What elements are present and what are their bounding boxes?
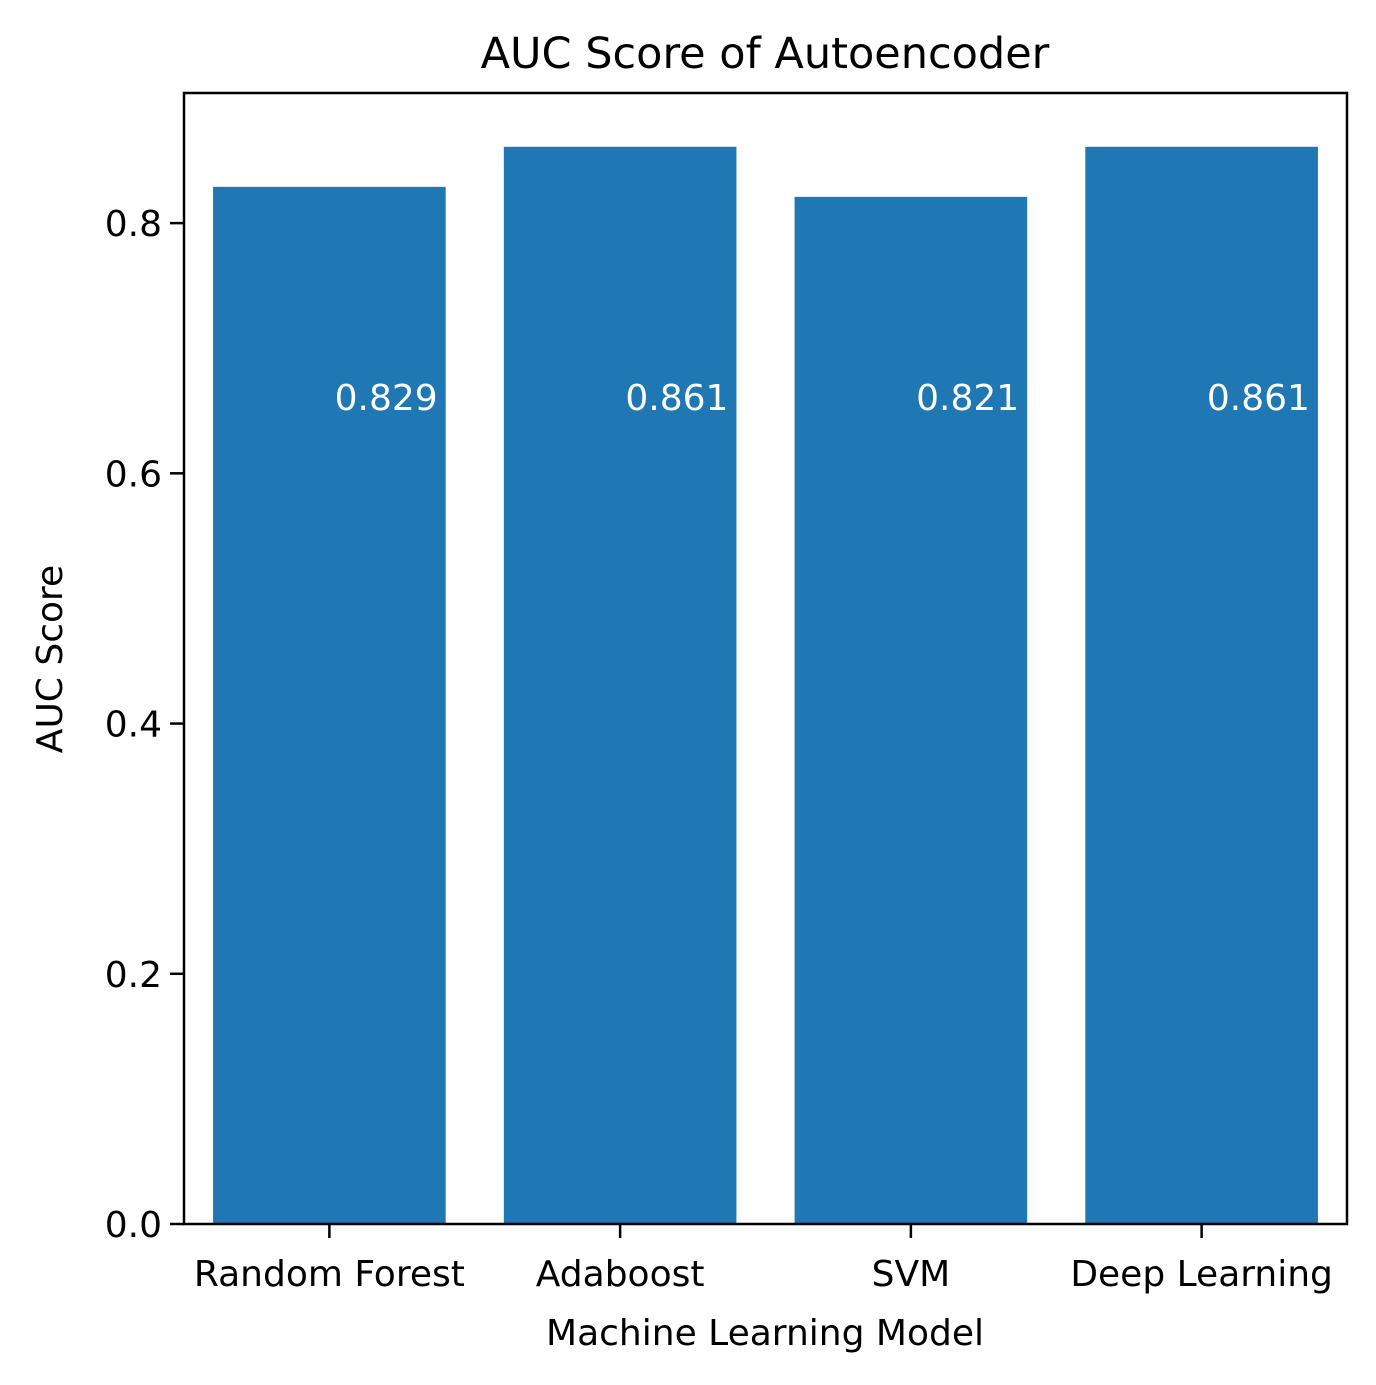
y-tick-label: 0.0 <box>105 1205 162 1246</box>
value-label: 0.829 <box>335 378 438 419</box>
plot-frame <box>182 91 1349 1226</box>
y-tick-label: 0.4 <box>105 705 162 746</box>
bar-svm <box>794 196 1028 1225</box>
x-axis: Random Forest Adaboost SVM Deep Learning <box>194 1224 1333 1295</box>
bar-deep-learning <box>1085 146 1318 1224</box>
y-tick-label: 0.8 <box>105 204 162 245</box>
value-label: 0.861 <box>1207 378 1310 419</box>
x-tick-label: Deep Learning <box>1070 1254 1333 1295</box>
value-label: 0.821 <box>916 378 1019 419</box>
x-tick-label: Random Forest <box>194 1254 465 1295</box>
bars-group <box>213 146 1318 1225</box>
y-tick-label: 0.6 <box>105 454 162 495</box>
bar-random-forest <box>213 186 446 1224</box>
y-axis: 0.0 0.2 0.4 0.6 0.8 <box>105 204 184 1246</box>
value-label: 0.861 <box>625 378 728 419</box>
x-tick-label: SVM <box>872 1254 951 1295</box>
x-tick-label: Adaboost <box>536 1254 705 1295</box>
bar-adaboost <box>503 146 737 1224</box>
x-axis-title: Machine Learning Model <box>546 1313 984 1354</box>
y-axis-title: AUC Score <box>30 565 71 753</box>
y-tick-label: 0.2 <box>105 955 162 996</box>
chart-title: AUC Score of Autoencoder <box>481 29 1050 79</box>
value-labels-group: 0.829 0.861 0.821 0.861 <box>335 378 1310 419</box>
